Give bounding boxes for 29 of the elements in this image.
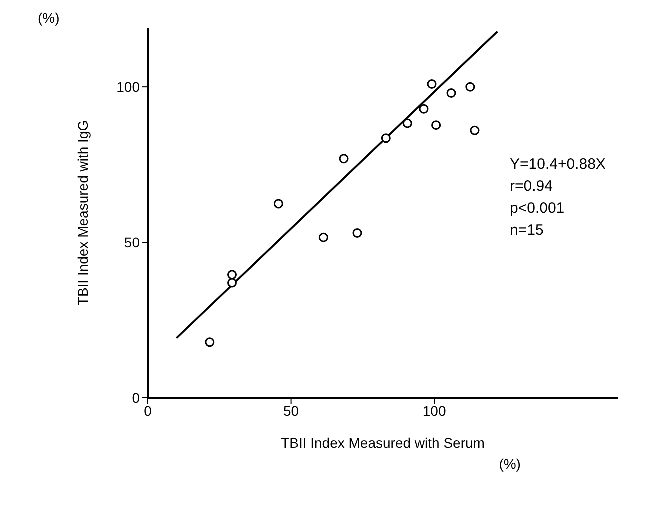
point bbox=[427, 80, 437, 90]
text: (%) bbox=[38, 10, 60, 26]
point bbox=[228, 270, 238, 280]
point bbox=[352, 228, 362, 238]
point bbox=[381, 134, 391, 144]
y-tick-label: 50 bbox=[124, 234, 140, 251]
point bbox=[274, 199, 284, 209]
point bbox=[228, 278, 238, 288]
x-tick-label: 50 bbox=[284, 402, 300, 419]
x-tick-label: 0 bbox=[144, 402, 152, 419]
point bbox=[318, 232, 328, 242]
point bbox=[402, 118, 412, 128]
x-axis-title: TBII Index Measured with Serum bbox=[281, 435, 485, 451]
annotation: r=0.94 bbox=[510, 177, 554, 197]
point bbox=[446, 88, 456, 98]
annotation: p<0.001 bbox=[510, 199, 566, 219]
point bbox=[432, 120, 442, 130]
point bbox=[419, 104, 429, 114]
y-axis-title: TBII Index Measured with IgG bbox=[74, 120, 91, 306]
annotation: n=15 bbox=[510, 221, 545, 241]
x-tick-label: 100 bbox=[422, 402, 446, 419]
y-tick-label: 100 bbox=[116, 79, 140, 96]
point bbox=[205, 338, 215, 348]
point bbox=[339, 154, 349, 164]
text: (%) bbox=[499, 456, 521, 472]
point bbox=[470, 126, 480, 136]
point bbox=[466, 82, 476, 92]
y-tick-label: 0 bbox=[132, 390, 140, 406]
annotation: Y=10.4+0.88X bbox=[510, 155, 606, 175]
